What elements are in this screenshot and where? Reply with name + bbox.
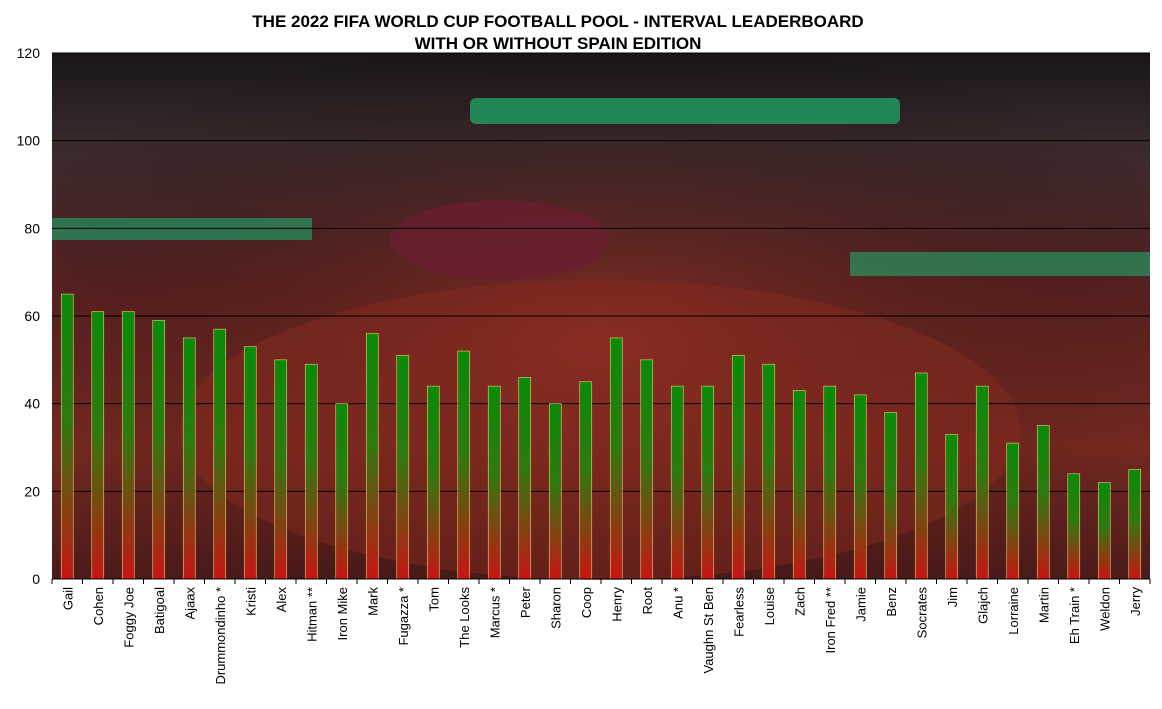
stadium-led-board	[850, 252, 1150, 276]
bar	[1036, 425, 1050, 580]
y-tick-label: 80	[24, 220, 40, 236]
bar	[701, 385, 715, 580]
y-tick-label: 0	[32, 571, 40, 587]
bar	[579, 381, 593, 580]
bar	[975, 385, 989, 580]
x-tick-label: Martin	[1036, 587, 1051, 623]
x-tick-label: Kristi	[243, 587, 258, 616]
x-tick-label: Anu *	[670, 587, 685, 619]
x-tick-label: Iron Mike	[335, 587, 350, 640]
bar	[1097, 482, 1111, 580]
x-tick-label: Coop	[579, 587, 594, 618]
bar	[60, 293, 74, 580]
bar	[945, 434, 959, 580]
y-tick-label: 100	[17, 133, 41, 149]
x-tick-label: Peter	[518, 586, 533, 618]
bar	[335, 403, 349, 580]
x-tick-label: Root	[640, 587, 655, 615]
x-tick-label: Cohen	[91, 587, 106, 625]
x-tick-label: Ajaax	[182, 587, 197, 620]
x-tick-label: Mark	[365, 587, 380, 616]
bar	[457, 350, 471, 580]
x-tick-label: Iron Fred **	[823, 587, 838, 653]
bar	[884, 412, 898, 580]
x-tick-label: Fugazza *	[396, 587, 411, 646]
x-tick-label: Louise	[762, 587, 777, 625]
bar	[365, 333, 379, 580]
bar	[182, 337, 196, 580]
stadium-led-board	[52, 218, 312, 240]
chart-title: THE 2022 FIFA WORLD CUP FOOTBALL POOL - …	[252, 12, 864, 31]
x-tick-label: Jim	[945, 587, 960, 607]
bar	[914, 372, 928, 580]
bar	[609, 337, 623, 580]
bar	[487, 385, 501, 580]
bar	[823, 385, 837, 580]
goalkeeper-silhouette	[390, 200, 610, 280]
x-tick-label: The Looks	[457, 587, 472, 648]
x-tick-label: Glajch	[975, 587, 990, 624]
x-tick-label: Eh Train *	[1067, 587, 1082, 644]
x-tick-label: Batigoal	[152, 587, 167, 634]
x-tick-label: Henry	[609, 587, 624, 622]
bar	[518, 377, 532, 580]
bar	[152, 320, 166, 580]
x-tick-label: Jamie	[853, 587, 868, 622]
x-tick-label: Hitman **	[304, 587, 319, 642]
chart-subtitle: WITH OR WITHOUT SPAIN EDITION	[414, 34, 702, 53]
x-tick-label: Alex	[274, 587, 289, 613]
bar	[1067, 473, 1081, 580]
x-tick-label: Benz	[884, 587, 899, 617]
bar	[731, 355, 745, 580]
bar	[304, 363, 318, 580]
x-tick-label: Sharon	[548, 587, 563, 629]
x-tick-label: Weldon	[1097, 587, 1112, 631]
bar	[396, 355, 410, 580]
x-tick-label: Vaughn St Ben	[701, 587, 716, 674]
x-tick-label: Lorraine	[1006, 587, 1021, 635]
bar	[91, 311, 105, 580]
y-tick-label: 20	[24, 483, 40, 499]
x-tick-label: Marcus *	[487, 587, 502, 638]
bar	[121, 311, 135, 580]
bar	[670, 385, 684, 580]
x-tick-label: Foggy Joe	[121, 587, 136, 648]
x-tick-label: Fearless	[731, 587, 746, 637]
x-axis: Gail Cohen Foggy Joe Batigoal Ajaax Drummondi…	[51, 579, 1151, 685]
y-tick-label: 40	[24, 396, 40, 412]
bar	[762, 363, 776, 580]
bar	[792, 390, 806, 580]
crowd-silhouette	[180, 280, 1020, 580]
x-tick-label: Tom	[426, 587, 441, 612]
y-tick-label: 60	[24, 308, 40, 324]
bars	[60, 293, 1142, 580]
bar	[243, 346, 257, 580]
x-tick-label: Zach	[792, 587, 807, 616]
bar	[1128, 469, 1142, 580]
gridlines	[52, 52, 1150, 580]
x-tick-label: Drummondinho *	[213, 587, 228, 685]
bar	[426, 385, 440, 580]
x-tick-label: Gail	[60, 587, 75, 610]
stadium-led-board	[470, 98, 900, 124]
x-tick-label: Jerry	[1128, 587, 1143, 616]
bar	[274, 359, 288, 580]
bar	[1006, 442, 1020, 580]
y-tick-label: 120	[17, 45, 41, 61]
bar	[213, 328, 227, 580]
bar	[548, 403, 562, 580]
bar	[640, 359, 654, 580]
x-tick-label: Socrates	[914, 587, 929, 639]
bar	[853, 394, 867, 580]
